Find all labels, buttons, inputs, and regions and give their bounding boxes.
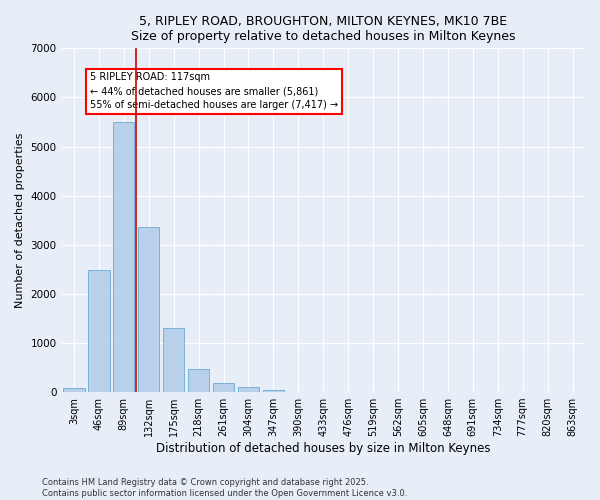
Text: 5 RIPLEY ROAD: 117sqm
← 44% of detached houses are smaller (5,861)
55% of semi-d: 5 RIPLEY ROAD: 117sqm ← 44% of detached … bbox=[91, 72, 338, 110]
Bar bbox=[213, 383, 234, 392]
Title: 5, RIPLEY ROAD, BROUGHTON, MILTON KEYNES, MK10 7BE
Size of property relative to : 5, RIPLEY ROAD, BROUGHTON, MILTON KEYNES… bbox=[131, 15, 515, 43]
Bar bbox=[88, 270, 110, 392]
Bar bbox=[64, 388, 85, 392]
Bar bbox=[138, 227, 160, 392]
Y-axis label: Number of detached properties: Number of detached properties bbox=[15, 132, 25, 308]
Text: Contains HM Land Registry data © Crown copyright and database right 2025.
Contai: Contains HM Land Registry data © Crown c… bbox=[42, 478, 407, 498]
Bar bbox=[188, 370, 209, 392]
X-axis label: Distribution of detached houses by size in Milton Keynes: Distribution of detached houses by size … bbox=[156, 442, 491, 455]
Bar bbox=[113, 122, 134, 392]
Bar bbox=[263, 390, 284, 392]
Bar bbox=[163, 328, 184, 392]
Bar bbox=[238, 388, 259, 392]
